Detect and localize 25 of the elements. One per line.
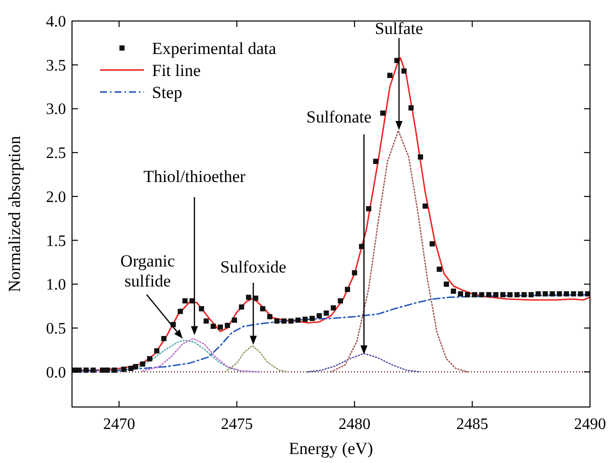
x-axis-title: Energy (eV) (288, 439, 374, 458)
y-tick-label: 3.0 (46, 101, 66, 118)
x-tick-label: 2470 (103, 416, 136, 433)
x-tick-label: 2480 (338, 416, 371, 433)
y-tick-label: 2.0 (46, 188, 66, 206)
annotation: Thiol/thioether (143, 167, 246, 186)
y-tick-label: 0.0 (46, 364, 66, 382)
y-axis-title: Normalized absorption (5, 135, 24, 292)
y-tick-label: 3.5 (46, 57, 66, 74)
annotation: Sulfonate (306, 107, 372, 126)
x-tick-label: 2490 (574, 416, 606, 433)
legend-label: Experimental data (152, 39, 277, 58)
y-tick-label: 1.0 (46, 276, 66, 294)
legend-label: Fit line (152, 61, 201, 80)
annotation: Sulfate (374, 19, 424, 38)
annotation: Sulfoxide (220, 258, 286, 277)
x-tick-label: 2475 (220, 416, 253, 433)
y-tick-label: 4.0 (46, 14, 66, 30)
y-tick-label: 1.5 (46, 232, 66, 250)
y-tick-label: 0.5 (46, 320, 66, 338)
y-tick-label: 2.5 (46, 145, 66, 162)
x-tick-label: 2485 (456, 416, 488, 433)
line-series (142, 338, 262, 373)
legend-label: Step (152, 83, 182, 102)
annotation: Organic sulfide (120, 252, 176, 291)
